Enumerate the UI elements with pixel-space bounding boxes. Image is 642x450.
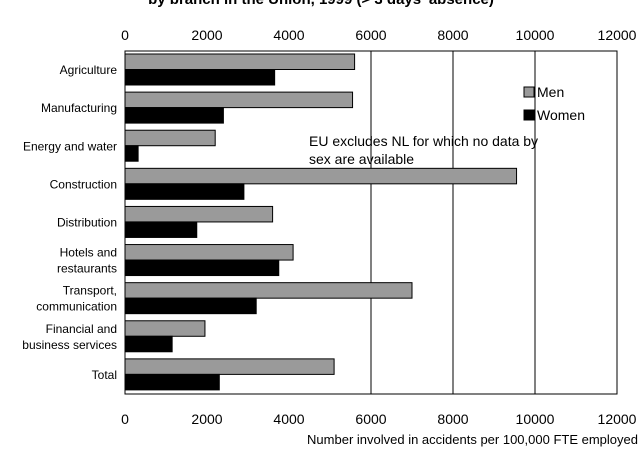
x-tick-label-bottom: 8000 — [437, 411, 468, 427]
plot-frame — [124, 50, 618, 395]
legend-label-men: Men — [537, 84, 564, 100]
bar-men — [124, 205, 274, 223]
legend: Men Women — [523, 84, 585, 123]
x-tick-label-bottom: 12000 — [598, 411, 637, 427]
annotation: EU excludes NL for which no data by sex a… — [309, 133, 538, 167]
x-tick-label-bottom: 6000 — [355, 411, 386, 427]
category-label: Distribution — [57, 216, 117, 230]
chart-title: by branch in the Union, 1999 (> 3 days' … — [0, 0, 642, 11]
bar-women — [124, 145, 139, 162]
category-label: business services — [22, 338, 117, 352]
bar-women — [124, 183, 245, 200]
bar-women — [124, 107, 224, 124]
bars — [124, 53, 518, 391]
x-tick-label-top: 12000 — [598, 27, 637, 43]
bar-men — [124, 282, 413, 299]
bottom-axis-ticks: 0 2000 4000 6000 8000 10000 12000 — [121, 411, 637, 427]
x-tick-label-bottom: 2000 — [191, 411, 222, 427]
category-label: Construction — [50, 177, 117, 191]
bar-men — [124, 53, 356, 70]
bar-men — [124, 129, 216, 147]
category-label: restaurants — [57, 262, 117, 276]
gridlines — [370, 51, 536, 394]
annotation-line: EU excludes NL for which no data by — [309, 133, 538, 149]
legend-swatch-men — [523, 86, 535, 98]
bar-women — [124, 221, 198, 238]
bar-men — [124, 244, 294, 261]
x-axis-title: Number involved in accidents per 100,000… — [307, 432, 638, 447]
x-tick-label-top: 2000 — [191, 27, 222, 43]
x-tick-label-bottom: 0 — [121, 411, 129, 427]
bar-men — [124, 91, 354, 109]
top-axis-ticks: 0 2000 4000 6000 8000 10000 12000 — [121, 27, 637, 43]
annotation-line: sex are available — [309, 151, 414, 167]
category-label: Agriculture — [60, 63, 118, 77]
x-tick-label-top: 6000 — [355, 27, 386, 43]
bar-men — [124, 320, 206, 337]
category-label: communication — [36, 300, 117, 314]
category-label: Total — [92, 368, 117, 382]
x-tick-label-top: 8000 — [437, 27, 468, 43]
category-label: Transport, — [63, 284, 117, 298]
x-tick-label-top: 0 — [121, 27, 129, 43]
bar-women — [124, 297, 257, 315]
bar-women — [124, 335, 173, 353]
category-label: Energy and water — [23, 139, 117, 153]
category-label: Financial and — [46, 322, 117, 336]
category-label: Manufacturing — [41, 101, 117, 115]
bar-women — [124, 373, 220, 391]
x-tick-label-bottom: 10000 — [516, 411, 555, 427]
bar-women — [124, 69, 276, 86]
bar-men — [124, 358, 335, 375]
legend-label-women: Women — [537, 107, 585, 123]
bar-women — [124, 259, 280, 277]
x-tick-label-top: 10000 — [516, 27, 555, 43]
x-tick-label-bottom: 4000 — [273, 411, 304, 427]
category-label: Hotels and — [60, 246, 117, 260]
category-labels: Agriculture Manufacturing Energy and water… — [22, 63, 117, 382]
x-tick-label-top: 4000 — [273, 27, 304, 43]
bar-men — [124, 167, 518, 185]
legend-swatch-women — [523, 109, 535, 121]
